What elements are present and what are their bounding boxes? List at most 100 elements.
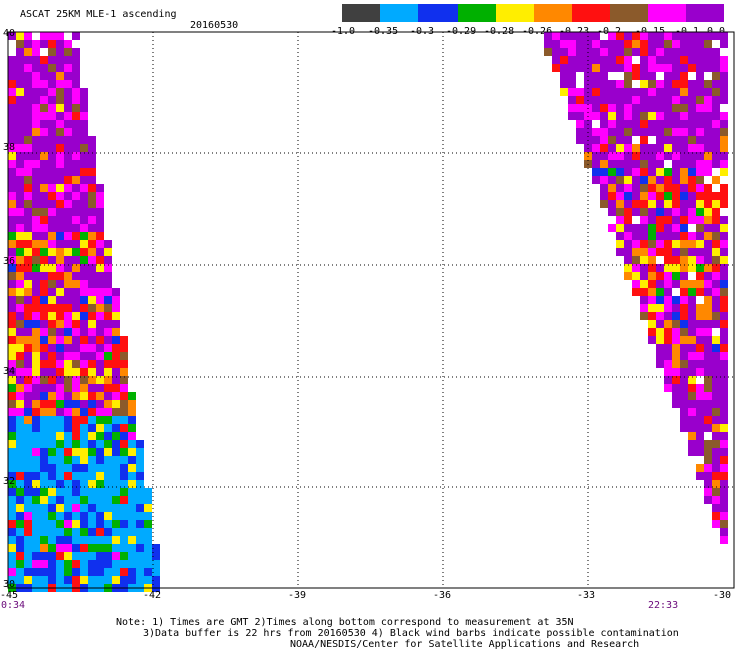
swath-cell <box>96 464 104 472</box>
swath-cell <box>88 400 96 408</box>
swath-cell <box>120 456 128 464</box>
swath-cell <box>688 248 696 256</box>
swath-cell <box>64 312 72 320</box>
swath-cell <box>80 160 88 168</box>
swath-cell <box>592 168 600 176</box>
swath-cell <box>680 72 688 80</box>
swath-cell <box>40 32 48 40</box>
swath-cell <box>64 568 72 576</box>
swath-cell <box>48 488 56 496</box>
swath-cell <box>24 528 32 536</box>
swath-cell <box>704 208 712 216</box>
swath-cell <box>672 320 680 328</box>
swath-cell <box>32 160 40 168</box>
swath-cell <box>640 264 648 272</box>
swath-cell <box>112 536 120 544</box>
swath-cell <box>16 232 24 240</box>
swath-cell <box>24 424 32 432</box>
swath-cell <box>120 344 128 352</box>
swath-cell <box>32 104 40 112</box>
swath-cell <box>640 272 648 280</box>
swath-cell <box>632 64 640 72</box>
swath-cell <box>96 296 104 304</box>
swath-cell <box>648 248 656 256</box>
swath-cell <box>664 216 672 224</box>
swath-cell <box>40 560 48 568</box>
swath-cell <box>680 184 688 192</box>
swath-cell <box>120 488 128 496</box>
swath-cell <box>16 200 24 208</box>
swath-cell <box>720 408 728 416</box>
swath-cell <box>688 264 696 272</box>
swath-cell <box>56 368 64 376</box>
swath-cell <box>568 40 576 48</box>
swath-cell <box>648 256 656 264</box>
swath-cell <box>696 448 704 456</box>
swath-cell <box>664 40 672 48</box>
swath-cell <box>72 280 80 288</box>
swath-cell <box>680 128 688 136</box>
swath-cell <box>648 304 656 312</box>
swath-cell <box>72 136 80 144</box>
swath-cell <box>120 416 128 424</box>
swath-cell <box>656 264 664 272</box>
swath-cell <box>680 400 688 408</box>
swath-cell <box>72 368 80 376</box>
swath-cell <box>624 96 632 104</box>
swath-cell <box>32 192 40 200</box>
swath-cell <box>648 336 656 344</box>
swath-cell <box>712 512 720 520</box>
swath-cell <box>88 504 96 512</box>
swath-cell <box>672 336 680 344</box>
swath-cell <box>56 352 64 360</box>
swath-cell <box>624 64 632 72</box>
swath-cell <box>592 64 600 72</box>
swath-cell <box>72 440 80 448</box>
swath-cell <box>592 104 600 112</box>
swath-cell <box>80 456 88 464</box>
swath-cell <box>64 40 72 48</box>
swath-cell <box>104 448 112 456</box>
swath-cell <box>112 360 120 368</box>
swath-cell <box>24 248 32 256</box>
swath-cell <box>72 160 80 168</box>
swath-cell <box>592 176 600 184</box>
swath-cell <box>48 320 56 328</box>
swath-cell <box>696 160 704 168</box>
swath-cell <box>16 184 24 192</box>
swath-cell <box>672 248 680 256</box>
swath-cell <box>56 224 64 232</box>
swath-cell <box>104 528 112 536</box>
swath-cell <box>64 144 72 152</box>
swath-cell <box>704 152 712 160</box>
swath-cell <box>48 512 56 520</box>
swath-cell <box>560 40 568 48</box>
swath-cell <box>128 432 136 440</box>
swath-cell <box>64 72 72 80</box>
swath-cell <box>560 64 568 72</box>
swath-cell <box>720 224 728 232</box>
swath-cell <box>72 216 80 224</box>
swath-cell <box>8 280 16 288</box>
swath-cell <box>88 384 96 392</box>
swath-cell <box>624 200 632 208</box>
swath-cell <box>16 40 24 48</box>
swath-cell <box>648 200 656 208</box>
swath-cell <box>16 400 24 408</box>
swath-cell <box>664 32 672 40</box>
swath-cell <box>88 408 96 416</box>
swath-cell <box>640 64 648 72</box>
swath-cell <box>696 344 704 352</box>
swath-cell <box>96 552 104 560</box>
swath-cell <box>40 112 48 120</box>
swath-cell <box>40 96 48 104</box>
swath-cell <box>680 112 688 120</box>
swath-cell <box>104 488 112 496</box>
swath-cell <box>80 280 88 288</box>
swath-cell <box>128 496 136 504</box>
swath-cell <box>72 536 80 544</box>
swath-cell <box>720 72 728 80</box>
swath-cell <box>696 200 704 208</box>
swath-cell <box>576 32 584 40</box>
swath-cell <box>64 224 72 232</box>
